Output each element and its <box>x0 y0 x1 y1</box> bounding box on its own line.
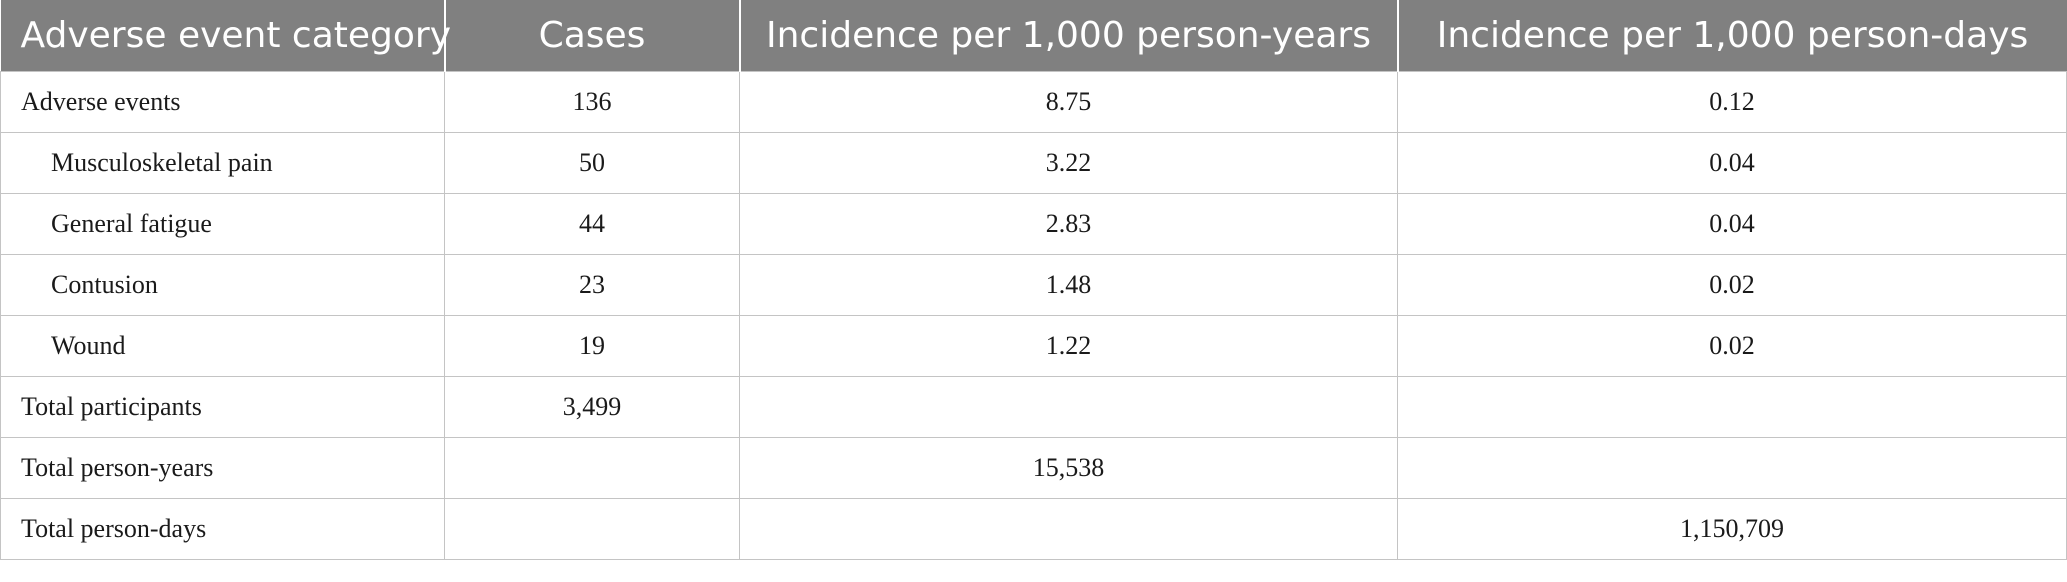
table-row: Total person-years 15,538 <box>0 437 2067 499</box>
table-row: Wound 19 1.22 0.02 <box>0 315 2067 377</box>
cases-cell <box>444 498 740 560</box>
incidence-days-cell: 0.12 <box>1397 71 2067 133</box>
table-row: Total participants 3,499 <box>0 376 2067 438</box>
incidence-days-cell: 0.02 <box>1397 254 2067 316</box>
incidence-years-cell: 8.75 <box>739 71 1398 133</box>
header-incidence-person-years: Incidence per 1,000 person-years <box>739 0 1399 72</box>
cases-cell: 50 <box>444 132 740 194</box>
table-row: Adverse events 136 8.75 0.12 <box>0 71 2067 133</box>
row-label: Wound <box>0 315 445 377</box>
row-label: Total person-years <box>0 437 445 499</box>
table-row: Musculoskeletal pain 50 3.22 0.04 <box>0 132 2067 194</box>
incidence-years-cell <box>739 376 1398 438</box>
incidence-years-cell: 3.22 <box>739 132 1398 194</box>
row-label: Contusion <box>0 254 445 316</box>
incidence-days-cell: 0.02 <box>1397 315 2067 377</box>
header-incidence-person-days: Incidence per 1,000 person-days <box>1397 0 2067 72</box>
incidence-years-cell: 1.22 <box>739 315 1398 377</box>
row-label: Musculoskeletal pain <box>0 132 445 194</box>
row-label: General fatigue <box>0 193 445 255</box>
cases-cell: 3,499 <box>444 376 740 438</box>
table-row: Contusion 23 1.48 0.02 <box>0 254 2067 316</box>
cases-cell: 23 <box>444 254 740 316</box>
cases-cell: 19 <box>444 315 740 377</box>
incidence-days-cell: 0.04 <box>1397 132 2067 194</box>
cases-cell <box>444 437 740 499</box>
cases-cell: 44 <box>444 193 740 255</box>
incidence-days-cell: 0.04 <box>1397 193 2067 255</box>
header-row: Adverse event category Cases Incidence p… <box>0 0 2067 72</box>
incidence-days-cell <box>1397 376 2067 438</box>
incidence-years-cell: 2.83 <box>739 193 1398 255</box>
row-label: Adverse events <box>0 71 445 133</box>
adverse-events-table: Adverse event category Cases Incidence p… <box>0 0 2067 560</box>
incidence-days-cell <box>1397 437 2067 499</box>
cases-cell: 136 <box>444 71 740 133</box>
incidence-years-cell <box>739 498 1398 560</box>
header-cases: Cases <box>444 0 741 72</box>
incidence-years-cell: 1.48 <box>739 254 1398 316</box>
table-row: General fatigue 44 2.83 0.04 <box>0 193 2067 255</box>
row-label: Total participants <box>0 376 445 438</box>
incidence-years-cell: 15,538 <box>739 437 1398 499</box>
incidence-days-cell: 1,150,709 <box>1397 498 2067 560</box>
header-category: Adverse event category <box>0 0 451 72</box>
table-row: Total person-days 1,150,709 <box>0 498 2067 560</box>
row-label: Total person-days <box>0 498 445 560</box>
